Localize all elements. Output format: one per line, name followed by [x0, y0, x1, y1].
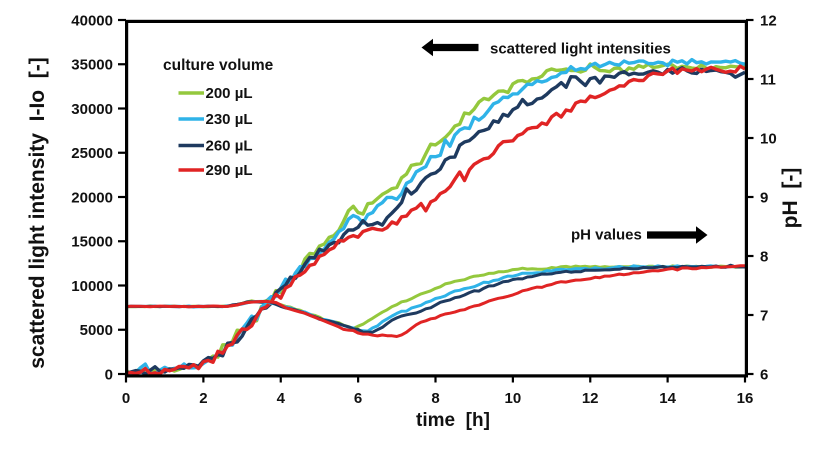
- svg-text:200 µL: 200 µL: [206, 85, 253, 102]
- svg-text:30000: 30000: [71, 101, 113, 118]
- svg-text:12: 12: [582, 390, 599, 407]
- svg-text:230 µL: 230 µL: [206, 111, 253, 128]
- svg-text:8: 8: [760, 248, 768, 265]
- svg-text:culture volume: culture volume: [163, 57, 274, 74]
- svg-text:16: 16: [737, 390, 754, 407]
- svg-text:pH [-]: pH [-]: [779, 168, 802, 229]
- svg-text:9: 9: [760, 189, 768, 206]
- svg-text:12: 12: [760, 12, 777, 29]
- svg-text:10000: 10000: [71, 278, 113, 295]
- svg-text:8: 8: [431, 390, 439, 407]
- svg-text:290 µL: 290 µL: [206, 162, 253, 179]
- svg-text:2: 2: [199, 390, 207, 407]
- svg-text:time [h]: time [h]: [416, 410, 490, 431]
- svg-text:10: 10: [760, 130, 777, 147]
- svg-text:35000: 35000: [71, 57, 113, 74]
- svg-text:10: 10: [505, 390, 522, 407]
- svg-text:20000: 20000: [71, 189, 113, 206]
- svg-text:40000: 40000: [71, 12, 113, 29]
- svg-text:0: 0: [105, 366, 113, 383]
- svg-text:pH values: pH values: [571, 227, 642, 244]
- svg-text:260 µL: 260 µL: [206, 138, 253, 155]
- svg-text:15000: 15000: [71, 234, 113, 251]
- svg-text:11: 11: [760, 71, 776, 88]
- svg-text:25000: 25000: [71, 145, 113, 162]
- svg-text:14: 14: [659, 390, 676, 407]
- svg-text:6: 6: [354, 390, 362, 407]
- svg-text:7: 7: [760, 307, 768, 324]
- svg-text:0: 0: [122, 390, 130, 407]
- svg-text:5000: 5000: [80, 322, 113, 339]
- svg-text:scattered light intensities: scattered light intensities: [490, 41, 671, 58]
- svg-text:4: 4: [277, 390, 286, 407]
- svg-text:6: 6: [760, 366, 768, 383]
- svg-text:scattered light intensity I-I: scattered light intensity I-Io [-]: [26, 57, 49, 369]
